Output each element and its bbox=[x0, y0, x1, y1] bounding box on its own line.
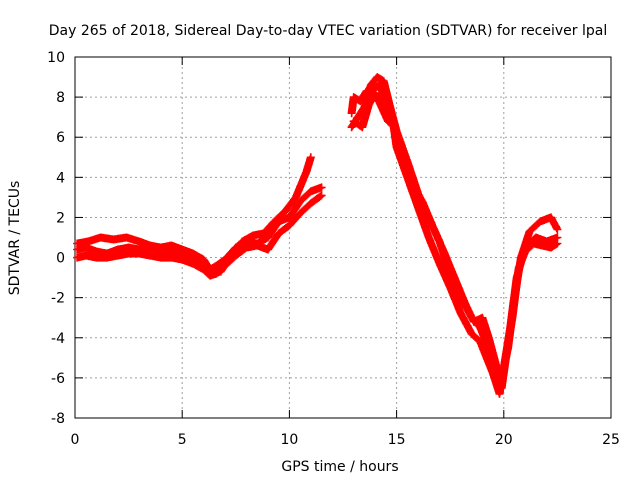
data-layer bbox=[73, 73, 562, 398]
y-tick-label: -6 bbox=[51, 371, 65, 387]
y-tick-label: -2 bbox=[51, 291, 65, 307]
plot-frame bbox=[74, 56, 612, 419]
y-axis-label: SDTVAR / TECUs bbox=[7, 181, 23, 296]
y-tick-label: 4 bbox=[56, 170, 65, 186]
y-tick-label: 6 bbox=[56, 130, 65, 146]
tick-layer: 0 5 10 15 20 25 -8 -6 -4 -2 0 2 4 6 8 10 bbox=[47, 50, 620, 448]
data-series-points bbox=[347, 73, 562, 388]
y-tick-label: 8 bbox=[56, 90, 65, 106]
y-tick-label: 2 bbox=[56, 210, 65, 226]
x-axis-label: GPS time / hours bbox=[281, 459, 398, 475]
x-tick-label: 10 bbox=[280, 432, 298, 448]
y-tick-label: -8 bbox=[51, 411, 65, 427]
x-tick-label: 15 bbox=[388, 432, 406, 448]
chart-title: Day 265 of 2018, Sidereal Day-to-day VTE… bbox=[49, 23, 607, 39]
x-tick-label: 0 bbox=[71, 432, 80, 448]
data-series-points bbox=[349, 89, 562, 392]
x-tick-label: 20 bbox=[495, 432, 513, 448]
x-tick-label: 5 bbox=[178, 432, 187, 448]
y-tick-label: 10 bbox=[47, 50, 65, 66]
y-tick-label: 0 bbox=[56, 251, 65, 267]
y-tick-label: -4 bbox=[51, 331, 65, 347]
x-tick-label: 25 bbox=[602, 432, 620, 448]
data-series-points bbox=[73, 191, 326, 280]
